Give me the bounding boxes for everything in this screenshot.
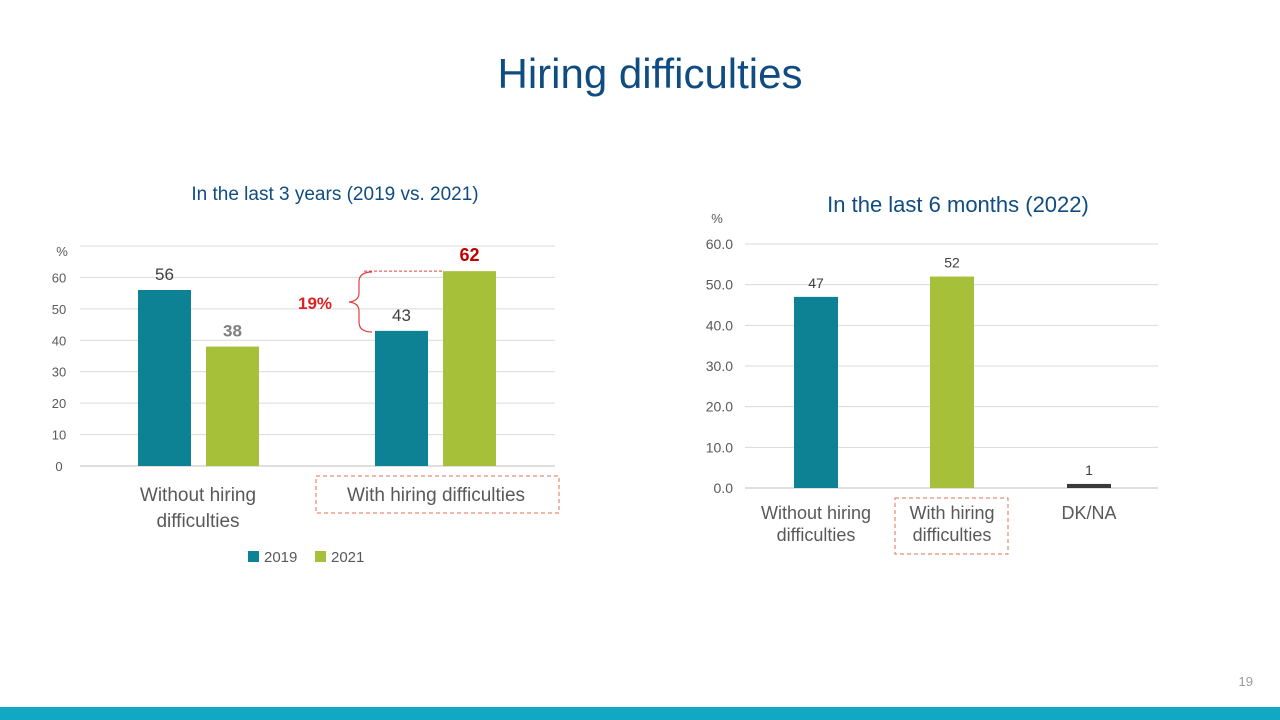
chart2-ytick-label: 0.0 [714,480,734,496]
chart1-ylabel: % [56,244,68,259]
chart1-data-label: 62 [459,245,479,265]
chart1-annotation-text: 19% [298,294,332,313]
chart1-ytick-label: 0 [55,459,62,474]
chart1-ytick-label: 50 [52,302,66,317]
chart2-ylabel: % [711,211,723,226]
chart2-category-label: Without hiring [761,503,871,523]
chart2-ytick-label: 40.0 [706,317,733,333]
chart2-category-label: difficulties [913,525,992,545]
chart1-legend-swatch-2021 [315,551,326,562]
chart1-data-label: 38 [223,322,242,341]
chart1-data-label: 56 [155,265,174,284]
chart2-highlight-box [894,497,1009,555]
chart2-ytick-label: 60.0 [706,236,733,252]
chart1-ytick-label: 60 [52,270,66,285]
chart2-category-label: difficulties [777,525,856,545]
slide-title: Hiring difficulties [497,50,803,97]
chart1-category-label: Without hiring [140,485,256,506]
chart1-ytick-label: 40 [52,333,66,348]
chart1-legend-label: 2019 [264,549,297,566]
chart2-bar [1067,483,1111,488]
chart2-data-label: 1 [1085,462,1093,478]
chart1-annotation-bracket [348,271,373,333]
chart1-ytick-label: 20 [52,396,66,411]
chart1-data-label: 43 [392,306,411,325]
chart2-category-label: With hiring [909,503,994,523]
chart2-ytick-label: 20.0 [706,399,733,415]
chart2-data-label: 52 [944,255,960,271]
chart2-title: In the last 6 months (2022) [827,192,1089,217]
page-number: 19 [1238,674,1253,689]
chart2-ytick-label: 10.0 [706,439,733,455]
chart1-legend-swatch-2019 [248,551,259,562]
chart1-category-label: difficulties [156,511,239,532]
chart1-highlight-box [315,475,560,514]
chart2-bar [794,296,838,488]
chart2-data-label: 47 [808,275,824,291]
chart2-category-label: DK/NA [1061,503,1116,523]
footer-bar [0,707,1280,720]
chart1-title: In the last 3 years (2019 vs. 2021) [191,184,478,205]
chart2-bar [930,276,974,488]
chart1-bar-2021 [443,271,496,466]
chart2-ytick-label: 50.0 [706,277,733,293]
chart1-bar-2021 [206,346,259,466]
chart2-ytick-label: 30.0 [706,358,733,374]
chart1-category-label: With hiring difficulties [347,485,525,506]
chart1-bar-2019 [375,330,428,466]
chart1-ytick-label: 30 [52,365,66,380]
chart1-bar-2019 [138,290,191,466]
chart1-legend-label: 2021 [331,549,364,566]
chart1-ytick-label: 10 [52,428,66,443]
